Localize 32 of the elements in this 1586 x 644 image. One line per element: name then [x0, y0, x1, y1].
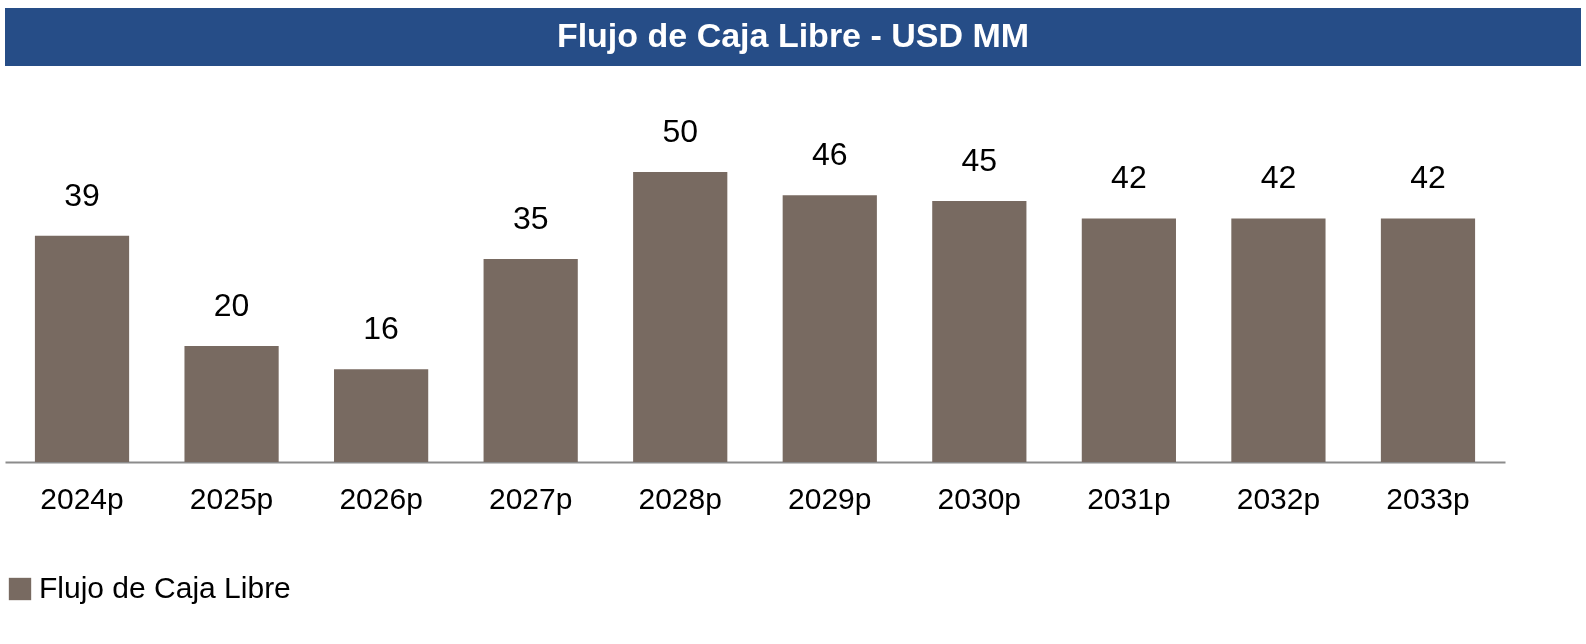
x-tick-label: 2028p: [638, 481, 722, 515]
bar: [1231, 218, 1326, 462]
x-tick-label: 2030p: [937, 481, 1022, 515]
x-tick-label: 2025p: [189, 481, 274, 515]
data-label: 16: [363, 310, 399, 347]
bar: [1380, 218, 1476, 462]
legend-label: Flujo de Caja Libre: [39, 571, 291, 604]
bar: [34, 235, 130, 462]
x-tick-label: 2024p: [40, 481, 124, 515]
bar: [633, 172, 728, 462]
data-label: 42: [1111, 159, 1147, 196]
x-tick-label: 2029p: [788, 481, 872, 515]
data-label: 42: [1410, 159, 1446, 196]
data-label: 20: [213, 287, 250, 323]
data-label: 45: [961, 142, 998, 178]
data-label: 35: [512, 200, 549, 236]
chart-title: Flujo de Caja Libre - USD MM: [556, 16, 1030, 54]
x-tick-label: 2032p: [1236, 481, 1321, 515]
data-label: 46: [811, 136, 848, 173]
bar: [932, 201, 1027, 462]
data-label: 50: [662, 113, 699, 149]
data-label: 42: [1260, 159, 1297, 196]
bar: [334, 369, 429, 462]
data-label: 39: [64, 176, 100, 213]
x-tick-label: 2026p: [339, 481, 423, 515]
bar: [483, 259, 578, 462]
x-tick-label: 2033p: [1386, 481, 1470, 515]
bar: [184, 346, 279, 462]
bar: [782, 195, 877, 462]
x-tick-label: 2027p: [488, 481, 573, 515]
x-tick-label: 2031p: [1087, 481, 1171, 515]
bar: [1081, 218, 1176, 462]
